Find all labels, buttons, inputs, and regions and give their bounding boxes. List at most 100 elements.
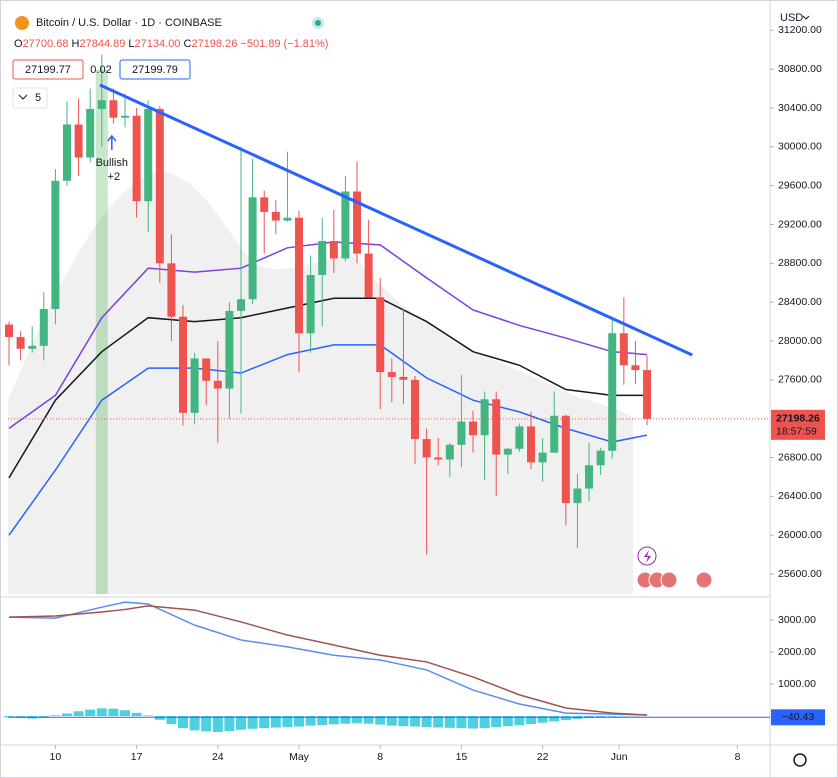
histogram-bar [154, 716, 165, 720]
candle-body [132, 115, 141, 202]
candle-body [515, 426, 524, 449]
currency-chevron [802, 15, 810, 20]
histogram-bar [73, 711, 84, 717]
candle-body [260, 197, 269, 212]
histogram-bar [189, 716, 200, 731]
candle-body [399, 376, 408, 380]
ohlc-value: 27134.00 [135, 38, 181, 50]
candle-body [86, 108, 95, 158]
ask-box[interactable] [119, 59, 191, 80]
histogram-bar [50, 715, 61, 717]
candle-body [329, 241, 338, 259]
histogram-bar [433, 716, 444, 728]
histogram-bar [166, 716, 177, 725]
ohlc-key: L [128, 38, 134, 50]
bid-box[interactable] [12, 59, 84, 80]
histogram-bar [212, 716, 223, 733]
histogram-bar [386, 716, 397, 726]
histogram-bar [236, 716, 247, 730]
candle-body [283, 217, 292, 221]
y-tick-label: 1000.00 [778, 678, 816, 690]
candle-body [550, 415, 559, 453]
candle-body [39, 308, 48, 346]
histogram-bar [120, 710, 131, 717]
candle-body [237, 299, 246, 311]
x-tick-label: 15 [456, 751, 468, 763]
lightning [644, 550, 651, 563]
candle-body [457, 421, 466, 445]
candle-body [213, 380, 222, 389]
histogram-bar [294, 716, 305, 727]
y-tick-label: 26800.00 [778, 451, 822, 463]
histogram-bar [444, 716, 455, 728]
histogram-bar [201, 716, 212, 732]
settings-icon[interactable] [793, 753, 807, 767]
y-tick-label: 27600.00 [778, 374, 822, 386]
x-tick-label: May [289, 751, 310, 763]
x-tick-label: 8 [735, 751, 741, 763]
histogram-bar [363, 716, 374, 724]
histogram-bar [514, 716, 525, 726]
bid: 27199.77 [25, 64, 71, 76]
candle-body [376, 297, 385, 373]
histogram-bar [479, 716, 490, 729]
candle-body [295, 217, 304, 334]
flag-icon [695, 571, 713, 589]
y-tick-label: 29200.00 [778, 218, 822, 230]
histogram-bar [549, 716, 560, 722]
chevron-icon [18, 94, 28, 100]
macd-line [8, 601, 648, 716]
trend-line [99, 83, 693, 357]
y-tick-label: 31200.00 [778, 24, 822, 36]
candle-body [109, 100, 118, 118]
histogram-bar [328, 716, 339, 725]
currency[interactable]: USD [780, 12, 803, 24]
histogram-bar [560, 716, 571, 721]
histogram-bar [595, 716, 606, 718]
histogram-bar [85, 709, 96, 717]
y-tick-label: 26400.00 [778, 490, 822, 502]
plot: Bullish +2 [3, 54, 770, 733]
candle-body [538, 452, 547, 463]
histogram-bar [305, 716, 316, 726]
candle-body [190, 358, 199, 413]
last-price-tag [771, 409, 825, 440]
candle-body [631, 365, 640, 371]
signal-label: Bullish [96, 157, 128, 169]
candle-body [503, 448, 512, 455]
histogram-bar [282, 716, 293, 728]
candle-body [445, 444, 454, 460]
candle-body [585, 465, 594, 489]
candle-body [596, 450, 605, 466]
histogram-bar [178, 716, 189, 729]
candle-body [608, 333, 617, 451]
overlay-line [8, 297, 648, 479]
candle-body [643, 370, 652, 419]
spread: 0.02 [90, 64, 111, 76]
macd-last-tag [771, 709, 825, 726]
histogram-bar [468, 716, 479, 729]
candle-body [411, 379, 420, 440]
economic-events[interactable] [636, 571, 713, 589]
status-dot-core [315, 20, 321, 26]
indicators-toggle[interactable] [12, 87, 48, 109]
macd-last-label: −40.43 [782, 711, 815, 723]
ohlc-key: O [14, 38, 23, 50]
histogram-bar [340, 716, 351, 724]
x-tick-label: Jun [611, 751, 628, 763]
y-tick-label: 30000.00 [778, 141, 822, 153]
x-tick-label: 10 [50, 751, 62, 763]
candle-body [63, 124, 72, 181]
histogram-bar [502, 716, 513, 727]
candle-body [619, 333, 628, 366]
histogram-bar [3, 716, 14, 718]
candle-body [179, 316, 188, 413]
candle-body [387, 372, 396, 377]
candle-body [561, 415, 570, 504]
candle-body [341, 191, 350, 259]
histogram-bar [317, 716, 328, 725]
candle-body [469, 421, 478, 436]
histogram-bar [62, 713, 73, 717]
candle-body [306, 274, 315, 334]
